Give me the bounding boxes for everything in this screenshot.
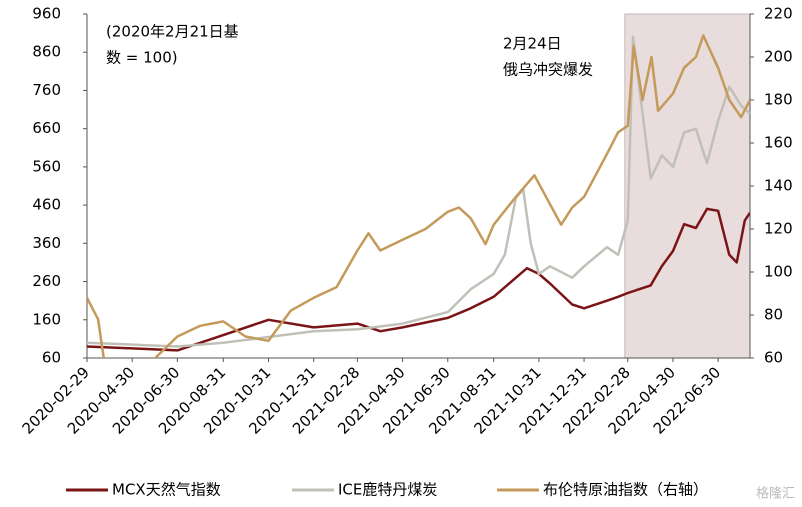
note-line: 数 = 100) — [106, 49, 178, 67]
y2-tick-label: 220 — [764, 5, 793, 23]
legend-label: 布伦特原油指数（右轴） — [543, 481, 708, 499]
y-tick-label: 60 — [42, 349, 61, 367]
y2-tick-label: 80 — [764, 306, 783, 324]
y2-tick-label: 120 — [764, 220, 793, 238]
y2-tick-label: 180 — [764, 91, 793, 109]
y2-tick-label: 160 — [764, 134, 793, 152]
annotation-line: 2月24日 — [503, 35, 562, 53]
series-line — [87, 207, 750, 352]
y2-tick-label: 200 — [764, 48, 793, 66]
series-line — [87, 35, 750, 348]
y2-tick-label: 100 — [764, 263, 793, 281]
y2-tick-label: 140 — [764, 177, 793, 195]
y-tick-label: 860 — [32, 43, 61, 61]
annotation-line: 俄乌冲突爆发 — [503, 61, 593, 79]
legend-label: MCX天然气指数 — [112, 481, 221, 499]
y-tick-label: 160 — [32, 310, 61, 328]
event-shade — [624, 13, 751, 359]
y-tick-label: 660 — [32, 119, 61, 137]
y-tick-label: 260 — [32, 272, 61, 290]
y-tick-label: 360 — [32, 234, 61, 252]
legend-label: ICE鹿特丹煤炭 — [338, 481, 437, 499]
watermark: 格隆汇 — [756, 486, 795, 502]
y-tick-label: 760 — [32, 81, 61, 99]
series-line — [87, 34, 750, 358]
y2-tick-label: 60 — [764, 349, 783, 367]
y-tick-label: 960 — [32, 5, 61, 23]
y-tick-label: 460 — [32, 196, 61, 214]
y-tick-label: 560 — [32, 157, 61, 175]
note-line: (2020年2月21日基 — [106, 23, 239, 41]
